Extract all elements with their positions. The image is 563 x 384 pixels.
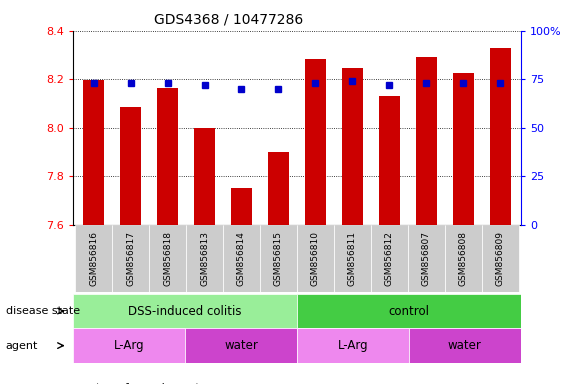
Text: GSM856818: GSM856818 [163,231,172,286]
Bar [334,224,371,225]
Text: DSS-induced colitis: DSS-induced colitis [128,305,242,318]
Text: GSM856811: GSM856811 [348,231,357,286]
Bar [408,225,445,292]
Bar [83,80,104,225]
Text: GSM856817: GSM856817 [126,231,135,286]
Text: GSM856808: GSM856808 [459,231,468,286]
Bar [297,225,334,292]
Bar [120,107,141,225]
Bar [73,328,185,363]
Bar [342,68,363,225]
Bar [305,59,325,225]
Bar [260,225,297,292]
Text: disease state: disease state [6,306,80,316]
Bar [334,225,371,292]
Text: water: water [448,339,482,352]
Bar [185,328,297,363]
Bar [75,224,112,225]
Text: control: control [388,305,430,318]
Text: GSM856814: GSM856814 [237,231,246,286]
Text: GSM856812: GSM856812 [385,231,394,286]
Bar [231,188,252,225]
Bar [379,96,400,225]
Bar [194,128,215,225]
Bar [445,224,482,225]
Bar [269,152,289,225]
Bar [260,224,297,225]
Bar [75,225,112,292]
Text: ■: ■ [73,381,89,384]
Text: GSM856816: GSM856816 [89,231,98,286]
Bar [445,225,482,292]
Bar [297,328,409,363]
Text: GSM856815: GSM856815 [274,231,283,286]
Text: GSM856807: GSM856807 [422,231,431,286]
Bar [149,225,186,292]
Bar [482,225,519,292]
Bar [416,57,437,225]
Bar [297,294,521,328]
Text: transformed count: transformed count [96,383,199,384]
Bar [223,225,260,292]
Text: GDS4368 / 10477286: GDS4368 / 10477286 [154,13,303,27]
Bar [371,225,408,292]
Bar [371,224,408,225]
Text: water: water [224,339,258,352]
Text: agent: agent [6,341,38,351]
Bar [186,224,223,225]
Text: GSM856810: GSM856810 [311,231,320,286]
Bar [408,224,445,225]
Bar [453,73,473,225]
Text: GSM856809: GSM856809 [496,231,505,286]
Bar [112,224,149,225]
Bar [149,224,186,225]
Text: GSM856813: GSM856813 [200,231,209,286]
Bar [73,294,297,328]
Bar [490,48,511,225]
Text: L-Arg: L-Arg [338,339,368,352]
Bar [157,88,178,225]
Bar [482,224,519,225]
Text: L-Arg: L-Arg [114,339,145,352]
Bar [223,224,260,225]
Bar [186,225,223,292]
Bar [297,224,334,225]
Bar [409,328,521,363]
Bar [112,225,149,292]
